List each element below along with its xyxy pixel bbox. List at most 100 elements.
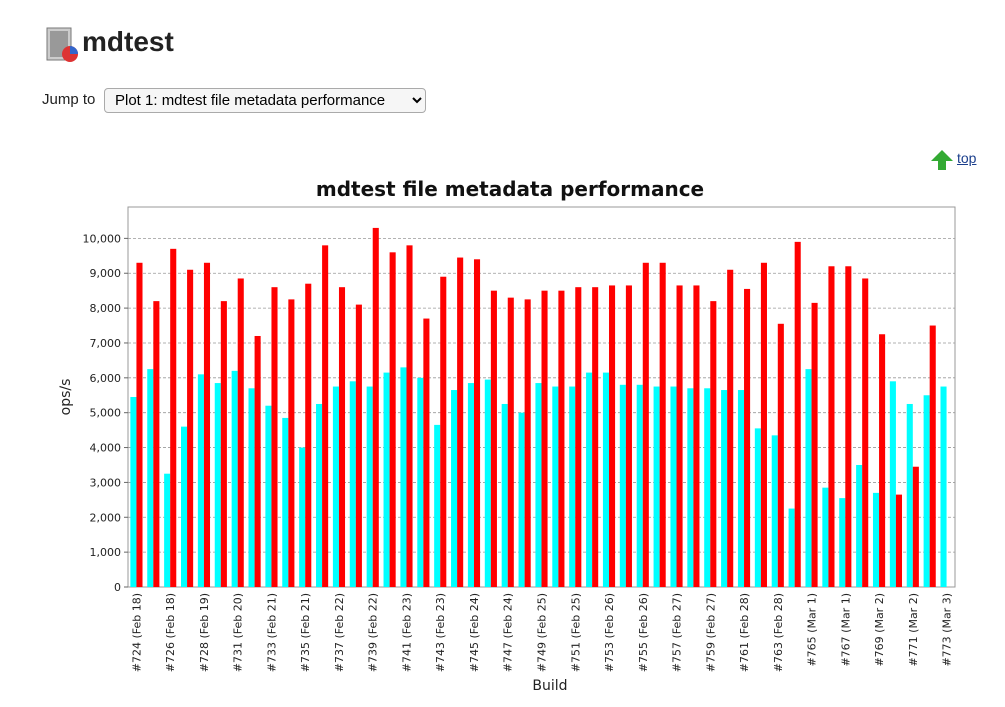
bar — [467, 383, 474, 587]
bar — [383, 372, 390, 587]
bar — [473, 259, 481, 587]
bar — [828, 266, 835, 587]
bar — [338, 287, 346, 587]
plot-icon — [46, 27, 78, 62]
bar — [507, 297, 514, 587]
x-axis-label: Build — [532, 678, 567, 694]
bar — [592, 287, 599, 587]
bar — [535, 383, 542, 587]
bar — [366, 386, 373, 587]
bar — [777, 323, 784, 587]
bar — [147, 369, 154, 587]
bar — [153, 301, 160, 587]
x-tick-label: #761 (Feb 28) — [738, 593, 751, 672]
bar — [288, 299, 295, 587]
bar — [659, 262, 666, 587]
x-tick-label: #726 (Feb 18) — [164, 593, 177, 672]
bar — [912, 466, 919, 587]
y-tick-label: 10,000 — [83, 232, 122, 245]
x-tick-label: #765 (Mar 1) — [806, 593, 819, 667]
bar — [619, 384, 626, 587]
bar — [389, 252, 396, 587]
bar — [518, 412, 525, 587]
bar — [839, 498, 846, 587]
bar — [575, 287, 582, 587]
bar — [203, 262, 211, 587]
bar — [625, 285, 632, 587]
bar — [760, 262, 767, 587]
bar — [771, 435, 778, 587]
bar — [355, 304, 362, 587]
y-tick-label: 3,000 — [90, 476, 122, 489]
bar — [484, 379, 491, 587]
bar — [811, 302, 818, 587]
bar — [569, 386, 576, 587]
bar — [558, 290, 565, 587]
bar — [653, 386, 660, 587]
y-tick-label: 0 — [114, 581, 121, 594]
x-tick-label: #724 (Feb 18) — [130, 593, 143, 672]
bar — [490, 290, 497, 587]
plot-select[interactable]: Plot 1: mdtest file metadata performance — [104, 88, 426, 113]
bar — [822, 487, 829, 587]
x-tick-label: #767 (Mar 1) — [839, 593, 852, 667]
bar — [737, 390, 745, 587]
bar — [434, 424, 441, 587]
bar — [417, 377, 424, 587]
bar — [130, 397, 137, 587]
bar — [704, 388, 711, 587]
bar — [237, 278, 244, 587]
bar — [197, 374, 204, 587]
bar — [372, 227, 379, 588]
bar — [541, 290, 548, 587]
bar — [322, 245, 329, 587]
bar — [602, 372, 610, 587]
bar — [586, 372, 593, 587]
bar — [187, 269, 194, 587]
y-tick-label: 6,000 — [90, 372, 122, 385]
bar — [923, 395, 930, 587]
bar — [164, 473, 171, 587]
top-arrow[interactable] — [930, 148, 954, 172]
bar — [872, 492, 880, 587]
bar — [231, 370, 238, 587]
bar — [687, 388, 694, 587]
x-tick-label: #755 (Feb 26) — [637, 593, 650, 672]
bar — [406, 245, 413, 587]
x-tick-label: #773 (Mar 3) — [941, 593, 954, 667]
bar — [349, 381, 356, 587]
y-tick-label: 1,000 — [90, 546, 122, 559]
x-tick-label: #759 (Feb 27) — [704, 593, 717, 672]
x-tick-label: #733 (Feb 21) — [265, 593, 278, 672]
page-title: mdtest — [82, 26, 174, 57]
bar — [451, 390, 458, 587]
bar — [220, 301, 227, 587]
bar — [305, 283, 312, 587]
bar — [265, 405, 272, 587]
bar — [879, 334, 886, 587]
bar — [670, 386, 677, 587]
bar — [271, 287, 278, 587]
bar — [457, 257, 464, 587]
x-tick-label: #771 (Mar 2) — [907, 593, 920, 667]
bar — [693, 285, 700, 587]
x-tick-label: #753 (Feb 26) — [603, 593, 616, 672]
bar — [929, 325, 936, 587]
x-tick-label: #735 (Feb 21) — [299, 593, 312, 672]
x-tick-label: #741 (Feb 23) — [400, 593, 413, 672]
y-axis-label: ops/s — [58, 379, 74, 416]
y-tick-label: 4,000 — [90, 442, 122, 455]
bar — [788, 508, 795, 587]
bar — [609, 285, 616, 587]
bar — [136, 262, 143, 587]
x-tick-label: #728 (Feb 19) — [198, 593, 211, 672]
x-tick-label: #751 (Feb 25) — [569, 593, 582, 672]
x-tick-label: #769 (Mar 2) — [873, 593, 886, 667]
bar — [862, 278, 869, 587]
top-link[interactable]: top — [957, 150, 977, 166]
bar — [248, 388, 255, 587]
y-tick-label: 7,000 — [90, 337, 122, 350]
x-tick-label: #731 (Feb 20) — [232, 593, 245, 672]
bar — [906, 403, 913, 587]
bar — [636, 384, 643, 587]
